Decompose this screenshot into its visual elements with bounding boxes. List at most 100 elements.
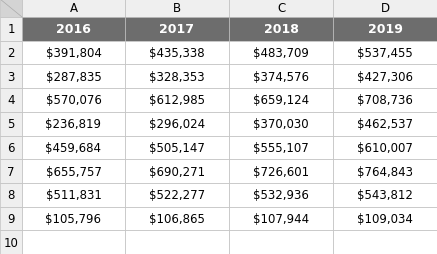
Text: 2017: 2017 bbox=[160, 23, 194, 36]
Text: $726,601: $726,601 bbox=[253, 165, 309, 178]
Bar bbox=[229, 230, 333, 254]
Text: $105,796: $105,796 bbox=[45, 212, 101, 225]
Bar bbox=[0, 42, 22, 65]
Bar bbox=[22, 0, 125, 18]
Bar bbox=[333, 18, 437, 42]
Text: $543,812: $543,812 bbox=[357, 188, 413, 201]
Bar bbox=[125, 0, 229, 18]
Bar bbox=[333, 230, 437, 254]
Text: $107,944: $107,944 bbox=[253, 212, 309, 225]
Text: 6: 6 bbox=[7, 141, 15, 154]
Text: 8: 8 bbox=[7, 188, 15, 201]
Text: $109,034: $109,034 bbox=[357, 212, 413, 225]
Bar bbox=[22, 230, 125, 254]
Bar bbox=[229, 42, 333, 65]
Bar bbox=[125, 65, 229, 89]
Bar bbox=[22, 18, 125, 42]
Bar bbox=[333, 65, 437, 89]
Bar bbox=[22, 160, 125, 183]
Text: 5: 5 bbox=[7, 118, 15, 131]
Bar bbox=[0, 112, 22, 136]
Text: $236,819: $236,819 bbox=[45, 118, 101, 131]
Bar bbox=[333, 183, 437, 207]
Text: $505,147: $505,147 bbox=[149, 141, 205, 154]
Bar bbox=[22, 207, 125, 230]
Text: 1: 1 bbox=[7, 23, 15, 36]
Text: $462,537: $462,537 bbox=[357, 118, 413, 131]
Text: $537,455: $537,455 bbox=[357, 47, 413, 60]
Bar bbox=[22, 65, 125, 89]
Text: 2016: 2016 bbox=[56, 23, 91, 36]
Bar bbox=[125, 160, 229, 183]
Bar bbox=[333, 42, 437, 65]
Text: $555,107: $555,107 bbox=[253, 141, 309, 154]
Bar bbox=[0, 160, 22, 183]
Text: 2018: 2018 bbox=[264, 23, 298, 36]
Text: $287,835: $287,835 bbox=[45, 70, 101, 83]
Text: $659,124: $659,124 bbox=[253, 94, 309, 107]
Text: $522,277: $522,277 bbox=[149, 188, 205, 201]
Text: 2: 2 bbox=[7, 47, 15, 60]
Bar bbox=[125, 42, 229, 65]
Bar bbox=[0, 230, 22, 254]
Bar bbox=[229, 160, 333, 183]
Bar bbox=[0, 136, 22, 160]
Bar bbox=[22, 112, 125, 136]
Bar bbox=[22, 136, 125, 160]
Bar bbox=[333, 207, 437, 230]
Bar bbox=[125, 18, 229, 42]
Bar bbox=[125, 136, 229, 160]
Text: $690,271: $690,271 bbox=[149, 165, 205, 178]
Text: $391,804: $391,804 bbox=[45, 47, 101, 60]
Text: $435,338: $435,338 bbox=[149, 47, 205, 60]
Bar bbox=[333, 160, 437, 183]
Text: 7: 7 bbox=[7, 165, 15, 178]
Bar bbox=[22, 42, 125, 65]
Text: A: A bbox=[69, 3, 77, 15]
Text: $511,831: $511,831 bbox=[45, 188, 101, 201]
Text: 9: 9 bbox=[7, 212, 15, 225]
Text: $612,985: $612,985 bbox=[149, 94, 205, 107]
Bar bbox=[0, 207, 22, 230]
Bar bbox=[0, 0, 22, 18]
Bar bbox=[229, 183, 333, 207]
Text: $483,709: $483,709 bbox=[253, 47, 309, 60]
Text: 2019: 2019 bbox=[368, 23, 402, 36]
Bar bbox=[229, 207, 333, 230]
Bar bbox=[0, 65, 22, 89]
Bar bbox=[333, 136, 437, 160]
Text: $459,684: $459,684 bbox=[45, 141, 101, 154]
Text: $708,736: $708,736 bbox=[357, 94, 413, 107]
Text: 10: 10 bbox=[3, 236, 18, 249]
Text: $427,306: $427,306 bbox=[357, 70, 413, 83]
Text: $532,936: $532,936 bbox=[253, 188, 309, 201]
Bar bbox=[333, 112, 437, 136]
Bar bbox=[22, 183, 125, 207]
Text: $764,843: $764,843 bbox=[357, 165, 413, 178]
Text: $328,353: $328,353 bbox=[149, 70, 205, 83]
Text: D: D bbox=[381, 3, 389, 15]
Text: $106,865: $106,865 bbox=[149, 212, 205, 225]
Text: 3: 3 bbox=[7, 70, 15, 83]
Text: $374,576: $374,576 bbox=[253, 70, 309, 83]
Bar bbox=[125, 183, 229, 207]
Bar bbox=[229, 18, 333, 42]
Bar bbox=[333, 89, 437, 112]
Text: B: B bbox=[173, 3, 181, 15]
Bar bbox=[229, 112, 333, 136]
Text: $570,076: $570,076 bbox=[45, 94, 101, 107]
Bar bbox=[229, 65, 333, 89]
Text: $655,757: $655,757 bbox=[45, 165, 101, 178]
Bar bbox=[125, 89, 229, 112]
Bar bbox=[229, 136, 333, 160]
Bar bbox=[125, 112, 229, 136]
Bar bbox=[125, 207, 229, 230]
Bar bbox=[229, 0, 333, 18]
Bar bbox=[22, 89, 125, 112]
Text: C: C bbox=[277, 3, 285, 15]
Bar bbox=[0, 89, 22, 112]
Text: $296,024: $296,024 bbox=[149, 118, 205, 131]
Text: $370,030: $370,030 bbox=[253, 118, 309, 131]
Bar bbox=[0, 183, 22, 207]
Text: $610,007: $610,007 bbox=[357, 141, 413, 154]
